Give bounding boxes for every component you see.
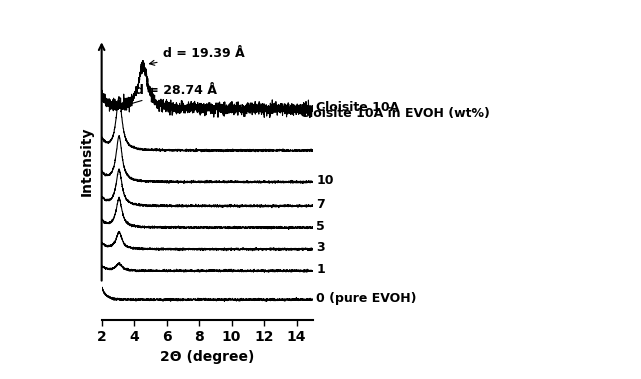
- Text: Cloisite 10A in EVOH (wt%): Cloisite 10A in EVOH (wt%): [300, 107, 490, 120]
- Text: 3: 3: [316, 241, 325, 254]
- Text: d = 19.39 Å: d = 19.39 Å: [149, 47, 244, 65]
- Text: 5: 5: [316, 220, 325, 233]
- Text: Cloisite 10A: Cloisite 10A: [316, 102, 399, 114]
- X-axis label: 2Θ (degree): 2Θ (degree): [160, 350, 254, 364]
- Text: Intensity: Intensity: [80, 127, 94, 196]
- Text: d = 28.74 Å: d = 28.74 Å: [124, 84, 217, 106]
- Text: 7: 7: [316, 198, 325, 211]
- Text: 1: 1: [316, 263, 325, 276]
- Text: 10: 10: [316, 174, 333, 187]
- Text: 0 (pure EVOH): 0 (pure EVOH): [316, 292, 417, 305]
